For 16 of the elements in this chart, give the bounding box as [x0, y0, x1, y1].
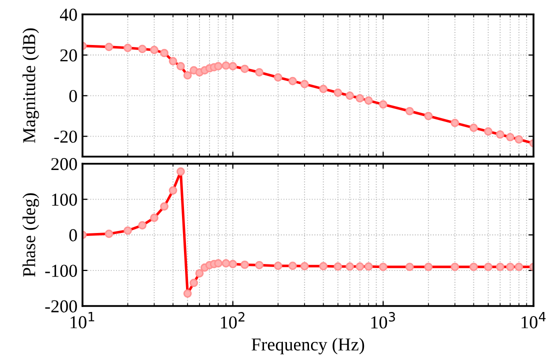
y-tick-label: 0	[69, 229, 77, 242]
x-tick-label: 10$^{2}$	[220, 312, 244, 329]
y-tick-label: 40	[60, 8, 77, 21]
x-tick-label: 10$^{4}$	[522, 312, 546, 328]
x-axis-title: Frequency (Hz)	[252, 338, 364, 354]
y-tick-label: 200	[51, 158, 77, 170]
x-tick-label: 10$^{3}$	[371, 312, 395, 329]
y-tick-label: 100	[52, 194, 77, 206]
y-axis-title: Phase (deg)	[22, 193, 39, 277]
y-tick-label: -20	[54, 130, 77, 143]
y-tick-label: 20	[60, 49, 77, 62]
y-tick-label: -200	[45, 300, 77, 312]
y-tick-label: 0	[69, 90, 77, 102]
x-tick-label: 10$^{1}$	[70, 312, 94, 328]
y-tick-label: -100	[45, 264, 77, 277]
y-axis-title: Magnitude (dB)	[22, 28, 39, 143]
